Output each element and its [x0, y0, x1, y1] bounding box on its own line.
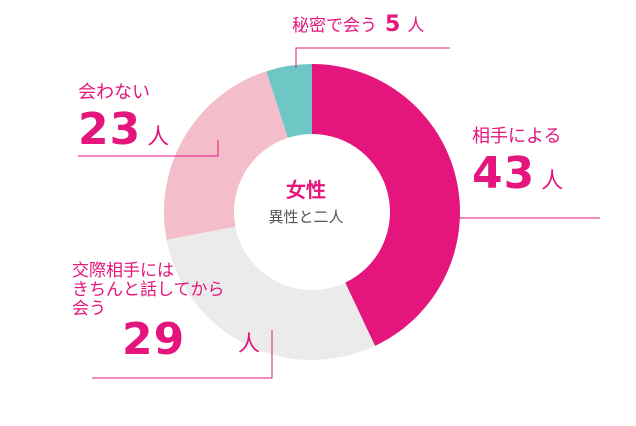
label-partner-unit: 人: [541, 169, 564, 194]
label-talk-line-1: 交際相手には: [72, 261, 174, 281]
slice-partner: [312, 64, 460, 346]
label-nomeet-unit: 人: [147, 125, 170, 150]
center-subtitle: 異性と二人: [268, 208, 344, 226]
label-partner: 相手による 43 人: [472, 128, 563, 196]
label-secret: 秘密で会う 5 人: [292, 14, 424, 36]
label-secret-unit: 人: [407, 16, 425, 36]
label-nomeet-value: 23: [78, 104, 142, 155]
center-title: 女性: [286, 178, 326, 202]
label-secret-name: 秘密で会う: [292, 16, 377, 36]
label-partner-name: 相手による: [472, 126, 562, 147]
label-talk-unit: 人: [238, 332, 261, 357]
label-nomeet: 会わない 23 人: [78, 84, 169, 152]
label-partner-value: 43: [472, 148, 536, 199]
label-nomeet-name: 会わない: [78, 82, 150, 103]
label-secret-value: 5: [385, 12, 402, 37]
leader-nomeet: [78, 140, 219, 157]
slice-secret: [266, 64, 312, 138]
leader-talk: [92, 330, 273, 379]
slice-nomeet: [163, 71, 288, 240]
label-talk-line-3: 会う: [72, 299, 106, 320]
label-talk: 交際相手には きちんと話してから 会う 29 人: [72, 261, 260, 361]
leader-partner: [399, 217, 600, 232]
label-talk-line-2: きちんと話してから: [72, 280, 225, 301]
slice-talk: [166, 226, 376, 360]
label-talk-value: 29: [122, 314, 186, 365]
leader-secret: [295, 47, 450, 68]
